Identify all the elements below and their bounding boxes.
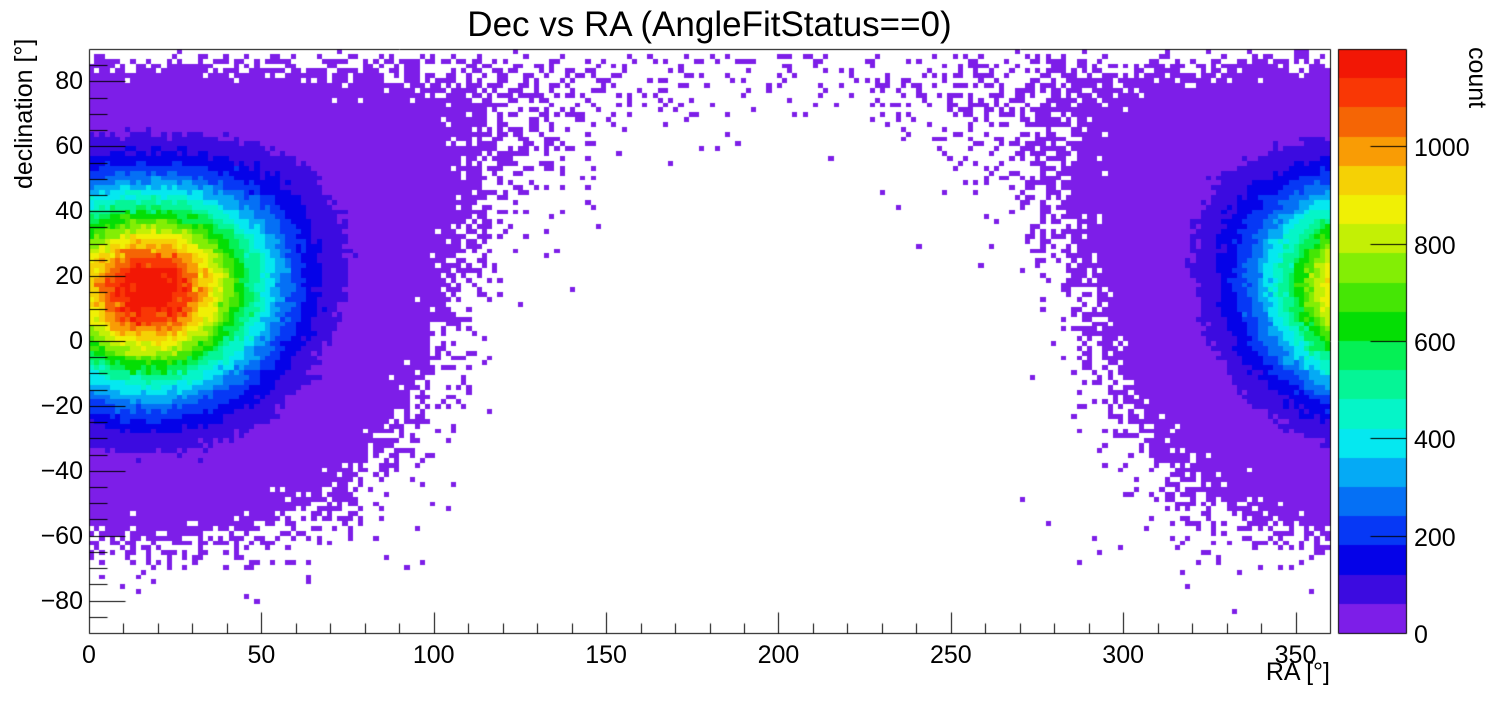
- colorbar-title: count: [1463, 47, 1491, 109]
- y-tick-label: −80: [40, 586, 83, 615]
- colorbar-tick-label: 600: [1414, 329, 1456, 357]
- colorbar-tick-label: 0: [1414, 621, 1428, 649]
- y-tick-label: −60: [40, 521, 83, 550]
- x-tick-label: 50: [247, 641, 276, 669]
- colorbar-tick-label: 400: [1414, 426, 1456, 455]
- x-tick-label: 300: [1102, 641, 1145, 669]
- x-tick-label: 250: [929, 641, 972, 669]
- chart-title: Dec vs RA (AngleFitStatus==0): [467, 5, 952, 44]
- x-tick-label: 0: [82, 641, 96, 669]
- x-tick-label: 150: [585, 641, 627, 669]
- colorbar-tick-label: 800: [1414, 231, 1456, 260]
- x-tick-label: 200: [757, 641, 800, 669]
- colorbar-tick-label: 1000: [1414, 134, 1470, 163]
- y-axis-title: declination [°]: [10, 38, 38, 189]
- y-tick-label: 60: [55, 132, 83, 161]
- x-tick-label: 100: [412, 641, 455, 669]
- y-tick-label: 20: [55, 262, 83, 291]
- x-tick-label: 350: [1274, 641, 1317, 669]
- colorbar-tick-label: 200: [1414, 523, 1456, 552]
- y-tick-label: 80: [55, 67, 83, 96]
- y-tick-label: 40: [55, 197, 83, 226]
- y-tick-label: 0: [69, 327, 83, 355]
- y-tick-label: −20: [40, 391, 83, 420]
- y-tick-label: −40: [40, 456, 83, 485]
- x-axis-title: RA [°]: [1265, 658, 1330, 686]
